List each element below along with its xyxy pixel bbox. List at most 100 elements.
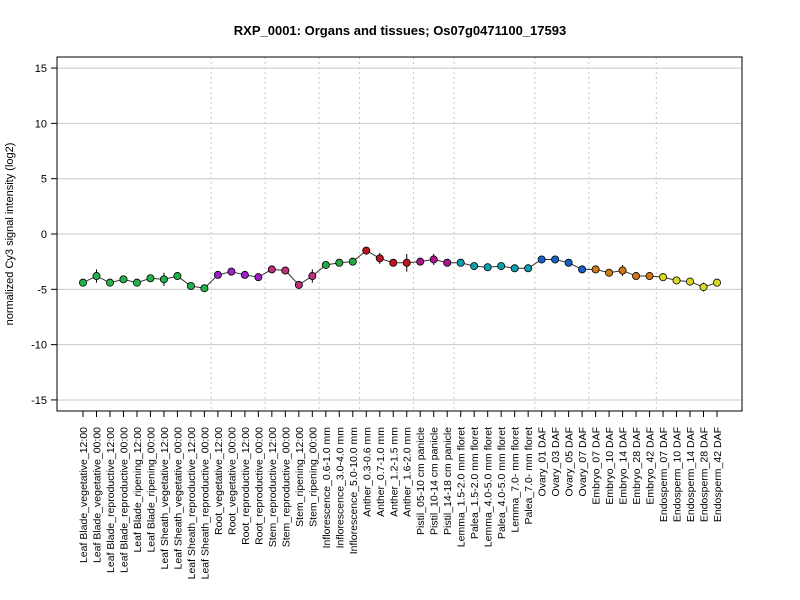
data-point (254, 273, 263, 282)
x-tick-label: Embryo_10 DAF (604, 427, 616, 505)
x-tick-label: Leaf Blade_reproductive_12:00 (105, 427, 117, 573)
y-tick-label: 0 (41, 229, 47, 241)
data-point (240, 270, 249, 279)
x-tick-label: Leaf Sheath_vegetative_12:00 (159, 427, 171, 570)
x-tick-label: Ovary_01 DAF (537, 427, 549, 496)
data-point (524, 264, 533, 273)
y-tick-label: 5 (41, 174, 47, 186)
x-tick-label: Root_reproductive_12:00 (240, 427, 252, 545)
x-tick-label: Endosperm_07 DAF (658, 427, 670, 522)
y-tick-label: -5 (37, 284, 47, 296)
data-point (213, 270, 222, 279)
data-point (564, 258, 573, 267)
x-tick-label: Pistil_14-18 cm panicle (442, 427, 454, 535)
x-tick-label: Pistil_05-10 cm panicle (415, 427, 427, 535)
data-point (443, 258, 452, 267)
data-point (79, 278, 88, 287)
x-tick-label: Leaf Blade_ripening_12:00 (132, 427, 144, 553)
data-point (294, 280, 303, 289)
x-tick-label: Pistil_10-14 cm panicle (429, 427, 441, 535)
data-point (119, 275, 128, 284)
data-point (483, 263, 492, 272)
x-tick-label: Palea_1.5-2.0 mm floret (469, 427, 481, 539)
data-point (173, 272, 182, 281)
x-tick-label: Ovary_03 DAF (550, 427, 562, 496)
data-point (551, 255, 560, 264)
data-point (321, 260, 330, 269)
y-tick-label: 10 (35, 118, 47, 130)
y-tick-label: -10 (31, 340, 47, 352)
chart-title: RXP_0001: Organs and tissues; Os07g04711… (234, 23, 566, 38)
data-point (605, 268, 614, 277)
x-tick-label: Anther_1.2-1.5 mm (388, 427, 400, 517)
y-axis: -15 -10 -5 0 5 10 15 (31, 63, 57, 407)
data-point (456, 258, 465, 267)
data-point (537, 255, 546, 264)
x-tick-label: Endosperm_28 DAF (699, 427, 711, 522)
data-point (267, 265, 276, 274)
x-tick-label: Root_vegetative_12:00 (213, 427, 225, 535)
x-tick-label: Ovary_07 DAF (577, 427, 589, 496)
data-point (713, 278, 722, 287)
x-tick-label: Stem_ripening_12:00 (294, 427, 306, 527)
data-point (402, 258, 411, 267)
x-axis: Leaf Blade_vegetative_12:00 Leaf Blade_ve… (78, 410, 724, 580)
data-point (105, 278, 114, 287)
x-tick-label: Leaf Blade_reproductive_00:00 (118, 427, 130, 573)
data-point (618, 266, 627, 275)
x-tick-label: Root_reproductive_00:00 (253, 427, 265, 545)
data-point (335, 258, 344, 267)
data-point (146, 274, 155, 283)
x-tick-label: Stem_reproductive_00:00 (280, 427, 292, 547)
x-tick-label: Endosperm_42 DAF (712, 427, 724, 522)
x-tick-label: Leaf Sheath_vegetative_00:00 (172, 427, 184, 570)
data-point (132, 278, 141, 287)
vertical-gridlines (210, 57, 657, 411)
data-point (672, 276, 681, 285)
x-tick-label: Anther_0.3-0.6 mm (361, 427, 373, 517)
data-point (497, 262, 506, 271)
data-point (348, 257, 357, 266)
data-point (92, 272, 101, 281)
data-point (632, 272, 641, 281)
x-tick-label: Endosperm_10 DAF (672, 427, 684, 522)
x-tick-label: Stem_reproductive_12:00 (267, 427, 279, 547)
data-point (699, 283, 708, 292)
y-tick-label: 15 (35, 63, 47, 75)
data-point (281, 266, 290, 275)
x-tick-label: Leaf Blade_ripening_00:00 (145, 427, 157, 553)
x-tick-label: Inflorescence_0.6-1.0 mm (321, 427, 333, 549)
x-tick-label: Palea_7.0- mm floret (523, 427, 535, 525)
data-point (591, 265, 600, 274)
x-tick-label: Lemma_4.0-5.0 mm floret (483, 427, 495, 547)
x-tick-label: Leaf Blade_vegetative_00:00 (91, 427, 103, 563)
x-tick-label: Stem_ripening_00:00 (307, 427, 319, 527)
x-tick-label: Embryo_42 DAF (645, 427, 657, 505)
data-point (686, 277, 695, 286)
series-line (79, 246, 722, 293)
x-tick-label: Palea_4.0-5.0 mm floret (496, 427, 508, 539)
data-point (578, 265, 587, 274)
x-tick-label: Lemma_7.0- mm floret (510, 427, 522, 533)
data-point (227, 267, 236, 276)
x-tick-label: Leaf Sheath_reproductive_00:00 (199, 427, 211, 580)
x-tick-label: Endosperm_14 DAF (685, 427, 697, 522)
data-point (659, 273, 668, 282)
gridlines (57, 67, 742, 401)
data-point (645, 272, 654, 281)
y-axis-label: normalized Cy3 signal intensity (log2) (4, 143, 16, 326)
data-point (470, 262, 479, 271)
data-point (510, 264, 519, 273)
data-point (389, 258, 398, 267)
x-tick-label: Leaf Sheath_reproductive_12:00 (186, 427, 198, 580)
x-tick-label: Embryo_07 DAF (591, 427, 603, 505)
x-tick-label: Lemma_1.5-2.0 mm floret (456, 427, 468, 547)
data-point (186, 281, 195, 290)
x-tick-label: Embryo_28 DAF (631, 427, 643, 505)
x-tick-label: Anther_1.6-2.0 mm (402, 427, 414, 517)
x-tick-label: Embryo_14 DAF (618, 427, 630, 505)
x-tick-label: Ovary_05 DAF (564, 427, 576, 496)
data-point (159, 275, 168, 284)
data-point (375, 254, 384, 263)
